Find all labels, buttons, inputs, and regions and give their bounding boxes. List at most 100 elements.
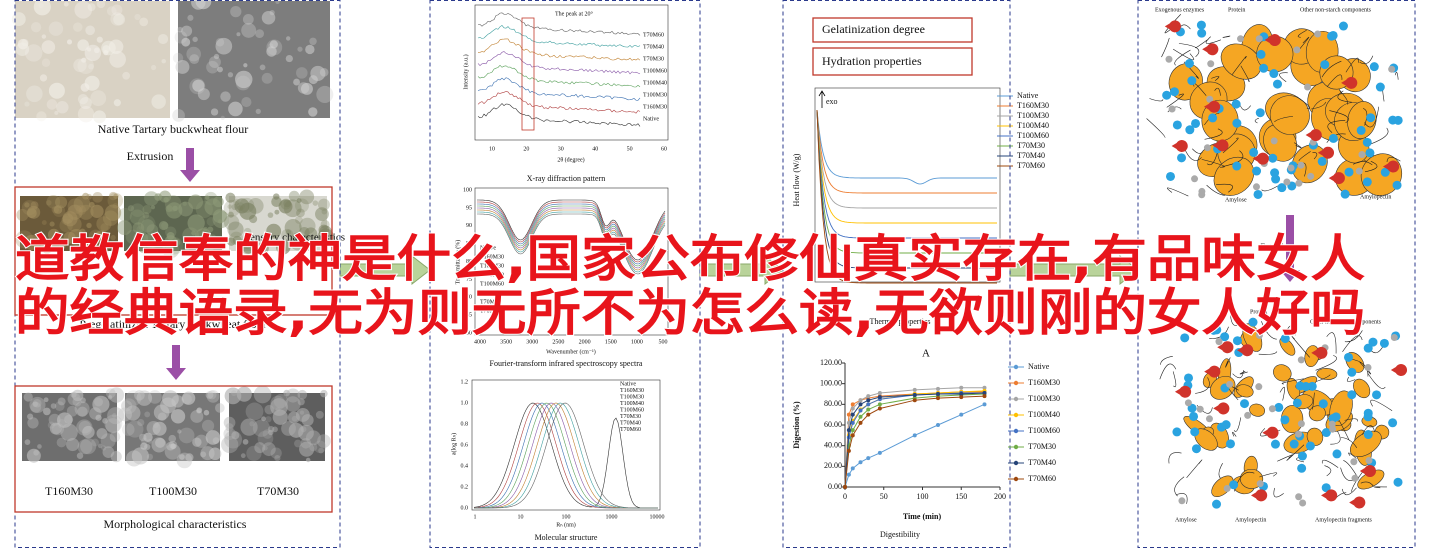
photo-texture <box>283 389 290 397</box>
protein <box>1172 120 1182 130</box>
photo-texture <box>90 204 104 218</box>
photo-texture <box>221 435 239 454</box>
diagram-label: Other non-starch components <box>1310 319 1382 325</box>
enzyme <box>1217 341 1234 354</box>
photo-texture <box>143 232 159 248</box>
x-tick-label: 50 <box>627 146 633 152</box>
legend-label: T160M30 <box>620 388 644 394</box>
photo-texture <box>300 82 313 95</box>
photo-texture <box>85 25 95 36</box>
photo-texture <box>41 58 51 67</box>
point <box>959 395 964 400</box>
photo-texture <box>62 213 74 224</box>
protein <box>1270 168 1280 178</box>
photo-texture <box>281 421 296 436</box>
photo-texture <box>288 190 300 202</box>
protein <box>1317 156 1327 166</box>
photo-texture <box>197 88 210 101</box>
enzyme <box>1164 20 1181 33</box>
photo-texture <box>111 4 123 16</box>
highlight <box>521 17 535 131</box>
photo-texture <box>184 245 190 251</box>
axis-label: Digestion (%) <box>792 401 801 449</box>
photo-texture <box>227 72 234 78</box>
protein <box>1297 463 1307 473</box>
point <box>858 420 863 425</box>
curve <box>474 402 658 509</box>
photo-texture <box>235 70 253 89</box>
photo-texture <box>96 216 112 232</box>
photo-texture <box>252 419 271 437</box>
photo-texture <box>84 44 102 62</box>
photo-texture <box>262 442 276 457</box>
photo-texture <box>27 205 41 219</box>
photo-texture <box>96 0 106 9</box>
photo-texture <box>304 227 318 241</box>
photo-texture <box>305 457 311 463</box>
photo-texture <box>312 200 319 206</box>
photo-texture <box>110 234 116 241</box>
sample-label: T100M30 <box>149 484 197 498</box>
photo-texture <box>146 421 161 436</box>
arrow <box>1280 215 1300 282</box>
photo-texture <box>87 3 96 12</box>
caption: Thermal properties <box>869 317 930 326</box>
property-box <box>812 17 973 43</box>
component <box>1388 65 1396 73</box>
photo-texture <box>73 195 91 213</box>
photo-texture <box>187 14 194 21</box>
photo-texture <box>63 1 69 7</box>
photo-texture <box>78 204 94 220</box>
photo-texture <box>170 443 177 450</box>
legend-label: T70M60 <box>1017 161 1045 170</box>
arrow <box>1009 254 1139 286</box>
photo-texture <box>321 208 328 215</box>
arrow <box>818 90 826 108</box>
line <box>844 403 985 488</box>
photo-texture <box>142 211 150 219</box>
photo-texture <box>227 211 234 218</box>
photo-texture <box>60 423 78 442</box>
component <box>1206 95 1214 103</box>
photo-texture <box>146 453 154 461</box>
photo-texture <box>68 229 85 246</box>
x-tick-label: 0 <box>843 492 847 501</box>
point <box>912 433 917 438</box>
x-tick-label: 40 <box>592 146 598 152</box>
photo-texture <box>137 215 156 233</box>
photo-texture <box>110 451 122 463</box>
photo-texture <box>74 401 90 417</box>
point <box>846 412 851 417</box>
component <box>1293 46 1301 54</box>
legend-label: T70M40 <box>480 299 501 305</box>
y-tick-label: 85 <box>466 241 472 247</box>
point <box>858 402 863 407</box>
photo-texture <box>80 397 86 404</box>
y-tick-label: 1.2 <box>461 379 469 385</box>
photo-texture <box>30 22 42 33</box>
photo-texture <box>305 44 315 55</box>
photo-texture <box>77 439 93 455</box>
enzyme <box>1237 344 1254 357</box>
photo-texture <box>309 37 317 46</box>
photo-texture <box>150 205 156 210</box>
photo-texture <box>88 63 94 70</box>
photo-texture <box>206 390 220 403</box>
chains <box>1146 14 1401 197</box>
photo-texture <box>196 408 202 414</box>
panel <box>429 0 701 548</box>
enzyme <box>1359 465 1377 478</box>
photo-texture <box>294 439 302 448</box>
photo-texture <box>137 418 145 427</box>
legend-marker <box>1013 380 1019 386</box>
photo-texture <box>140 442 148 450</box>
photo-texture <box>125 390 142 406</box>
protein <box>1172 427 1182 437</box>
component <box>1328 420 1336 428</box>
y-tick-label: 70 <box>466 295 472 301</box>
arrow <box>339 254 431 286</box>
photo-texture <box>191 230 197 236</box>
component <box>1358 151 1366 159</box>
photo-texture <box>11 12 26 27</box>
axis-label: Transmittance (%) <box>454 240 461 285</box>
